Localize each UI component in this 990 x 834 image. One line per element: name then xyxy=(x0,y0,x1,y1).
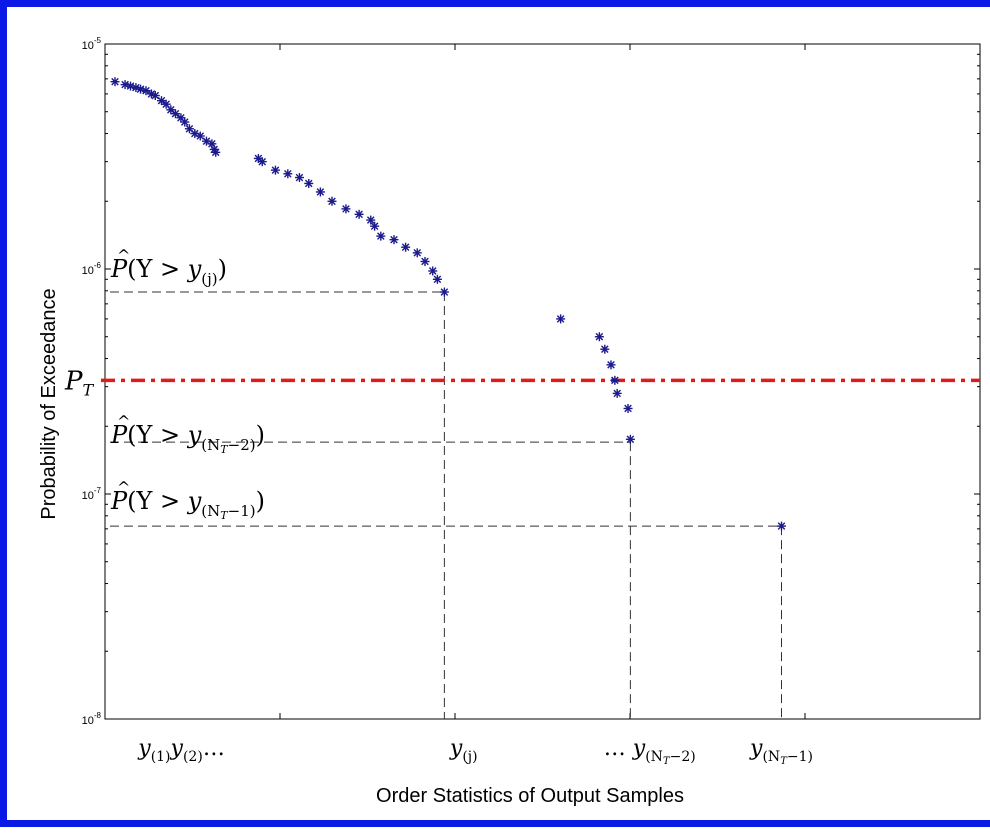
y-tick-label: 10-8 xyxy=(82,711,102,727)
data-point xyxy=(594,332,604,342)
data-point xyxy=(623,403,633,413)
reference-label: P(Y > y(j)) xyxy=(110,255,227,288)
data-point xyxy=(120,80,130,90)
hat-accent: ^ xyxy=(117,412,130,431)
data-point xyxy=(341,204,351,214)
data-point xyxy=(180,117,190,127)
tick-labels: 10-5 10-6 10-7 10-8 y(1)y(2)… y(j) … y(NT−2) y(… xyxy=(82,36,813,767)
data-point xyxy=(209,144,219,154)
reference-lines xyxy=(110,291,782,719)
data-point xyxy=(401,242,411,252)
y-tick-label: 10-7 xyxy=(82,486,102,502)
data-point xyxy=(420,256,430,266)
y-tick-label: 10-6 xyxy=(82,261,102,277)
data-points xyxy=(110,77,786,531)
data-point xyxy=(439,287,449,297)
data-point xyxy=(432,274,442,284)
data-point xyxy=(170,109,180,119)
x-tick-label: y(NT−1) xyxy=(749,736,813,767)
data-point xyxy=(294,173,304,183)
data-point xyxy=(366,215,376,225)
data-point xyxy=(389,235,399,245)
data-point xyxy=(777,521,786,531)
data-point xyxy=(157,96,166,106)
data-point xyxy=(110,77,120,87)
data-point xyxy=(257,157,267,167)
data-point xyxy=(600,344,610,354)
threshold-label: PT xyxy=(64,366,95,399)
data-point xyxy=(304,178,314,188)
data-point xyxy=(610,375,620,385)
data-point xyxy=(556,314,566,324)
reference-label: P(Y > y(NT−2)) xyxy=(110,421,265,456)
data-point xyxy=(625,434,635,444)
reference-label: P(Y > y(NT−1)) xyxy=(110,487,265,522)
data-point xyxy=(195,131,205,141)
data-point xyxy=(283,169,293,179)
data-point xyxy=(606,360,616,370)
y-tick-label: 10-5 xyxy=(82,36,102,52)
x-axis-label: Order Statistics of Output Samples xyxy=(376,785,684,807)
x-tick-label: y(1)y(2)… xyxy=(137,736,225,765)
data-point xyxy=(141,86,151,96)
data-point xyxy=(270,165,280,175)
data-point xyxy=(211,147,221,157)
x-tick-label: y(j) xyxy=(449,736,478,765)
data-point xyxy=(376,231,386,241)
hat-accent: ^ xyxy=(117,246,130,265)
data-point xyxy=(428,266,438,276)
hat-accent: ^ xyxy=(117,478,130,497)
data-point xyxy=(370,221,380,231)
exceedance-chart: 10-5 10-6 10-7 10-8 y(1)y(2)… y(j) … y(NT−2) y(… xyxy=(38,36,981,807)
y-axis-label: Probability of Exceedance xyxy=(38,288,60,519)
data-point xyxy=(612,388,622,398)
data-point xyxy=(354,209,364,219)
data-point xyxy=(327,196,337,206)
annotation-labels: P(Y > y(j))^P(Y > y(NT−2))^P(Y > y(NT−1)… xyxy=(64,246,265,522)
data-point xyxy=(150,91,160,101)
x-tick-label: … y(NT−2) xyxy=(604,736,696,767)
data-point xyxy=(315,187,325,197)
data-point xyxy=(412,248,422,258)
